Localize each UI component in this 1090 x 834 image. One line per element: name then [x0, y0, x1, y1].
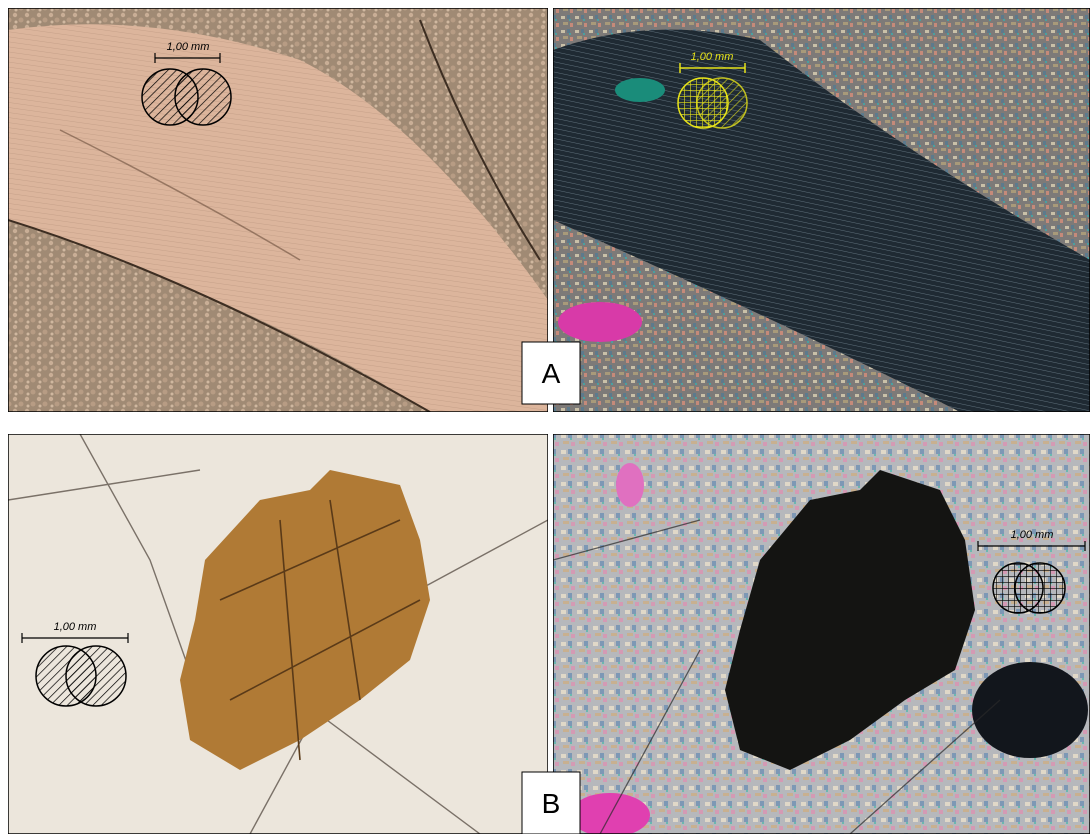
- scale-label: 1,00 mm: [1011, 529, 1054, 541]
- page: 1,00 mm 1,00 mm 1,00 mm 1,00 mm A B (() …: [0, 0, 1090, 834]
- photo-a-xpl: [553, 8, 1090, 412]
- scale-label: 1,00 mm: [691, 51, 734, 63]
- label-b: B: [522, 772, 580, 834]
- scale-label: 1,00 mm: [54, 621, 97, 633]
- photo-b-xpl: [553, 434, 1090, 834]
- photo-b-ppl: [8, 434, 548, 834]
- scale-label: 1,00 mm: [167, 41, 210, 53]
- row-label: A: [542, 358, 561, 389]
- figure: 1,00 mm 1,00 mm 1,00 mm 1,00 mm A B: [0, 0, 1090, 834]
- photo-a-ppl: [8, 8, 548, 412]
- label-a: A: [522, 342, 580, 404]
- row-label: B: [542, 788, 561, 819]
